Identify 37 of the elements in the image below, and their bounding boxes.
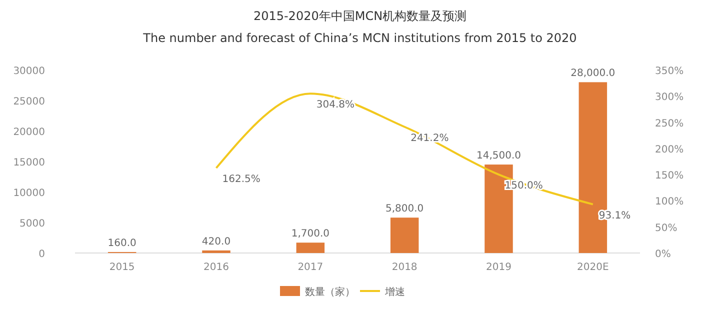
y-tick-label: 5000 xyxy=(20,218,45,230)
bar xyxy=(390,218,419,253)
y-tick-label: 15000 xyxy=(13,158,45,168)
y2-tick-label: 300% xyxy=(655,92,684,104)
y-tick-label: 20000 xyxy=(13,127,45,138)
y-tick-label: 30000 xyxy=(13,66,45,77)
y2-tick-label: 100% xyxy=(655,196,684,208)
y2-tick-label: 200% xyxy=(655,144,684,156)
line-series xyxy=(215,92,594,206)
data-label: 420.0 xyxy=(202,236,231,248)
chart-title: 2015-2020年中国MCN机构数量及预测 xyxy=(253,9,467,23)
data-label: 28,000.0 xyxy=(570,68,616,80)
y2-tick-label: 150% xyxy=(655,170,684,182)
data-label: 5,800.0 xyxy=(385,204,424,215)
data-label: 14,500.0 xyxy=(476,150,522,162)
x-tick-label: 2015 xyxy=(109,262,135,273)
bar xyxy=(202,250,230,253)
x-tick-label: 2016 xyxy=(204,262,229,273)
chart-subtitle: The number and forecast of China’s MCN institutions from 2015 to 2020 xyxy=(142,31,577,45)
data-label: 160.0 xyxy=(108,238,136,250)
data-label: 1,700.0 xyxy=(291,228,330,240)
legend-label: 增速 xyxy=(384,286,405,298)
x-tick-label: 2017 xyxy=(298,262,324,273)
y2-tick-label: 250% xyxy=(655,118,684,130)
legend-label: 数量（家） xyxy=(305,286,355,298)
y-tick-label: 10000 xyxy=(13,188,45,199)
data-label: 162.5% xyxy=(222,174,260,186)
y-tick-label: 0 xyxy=(38,249,45,260)
y2-tick-label: 50% xyxy=(655,222,678,234)
bar xyxy=(296,242,325,253)
x-tick-label: 2018 xyxy=(392,262,418,273)
y2-tick-label: 0% xyxy=(655,249,671,260)
data-label: 304.8% xyxy=(316,100,355,111)
x-tick-label: 2019 xyxy=(486,262,512,273)
y2-tick-label: 350% xyxy=(655,66,684,77)
x-tick-label: 2020E xyxy=(577,262,609,273)
y-tick-label: 25000 xyxy=(13,96,45,108)
